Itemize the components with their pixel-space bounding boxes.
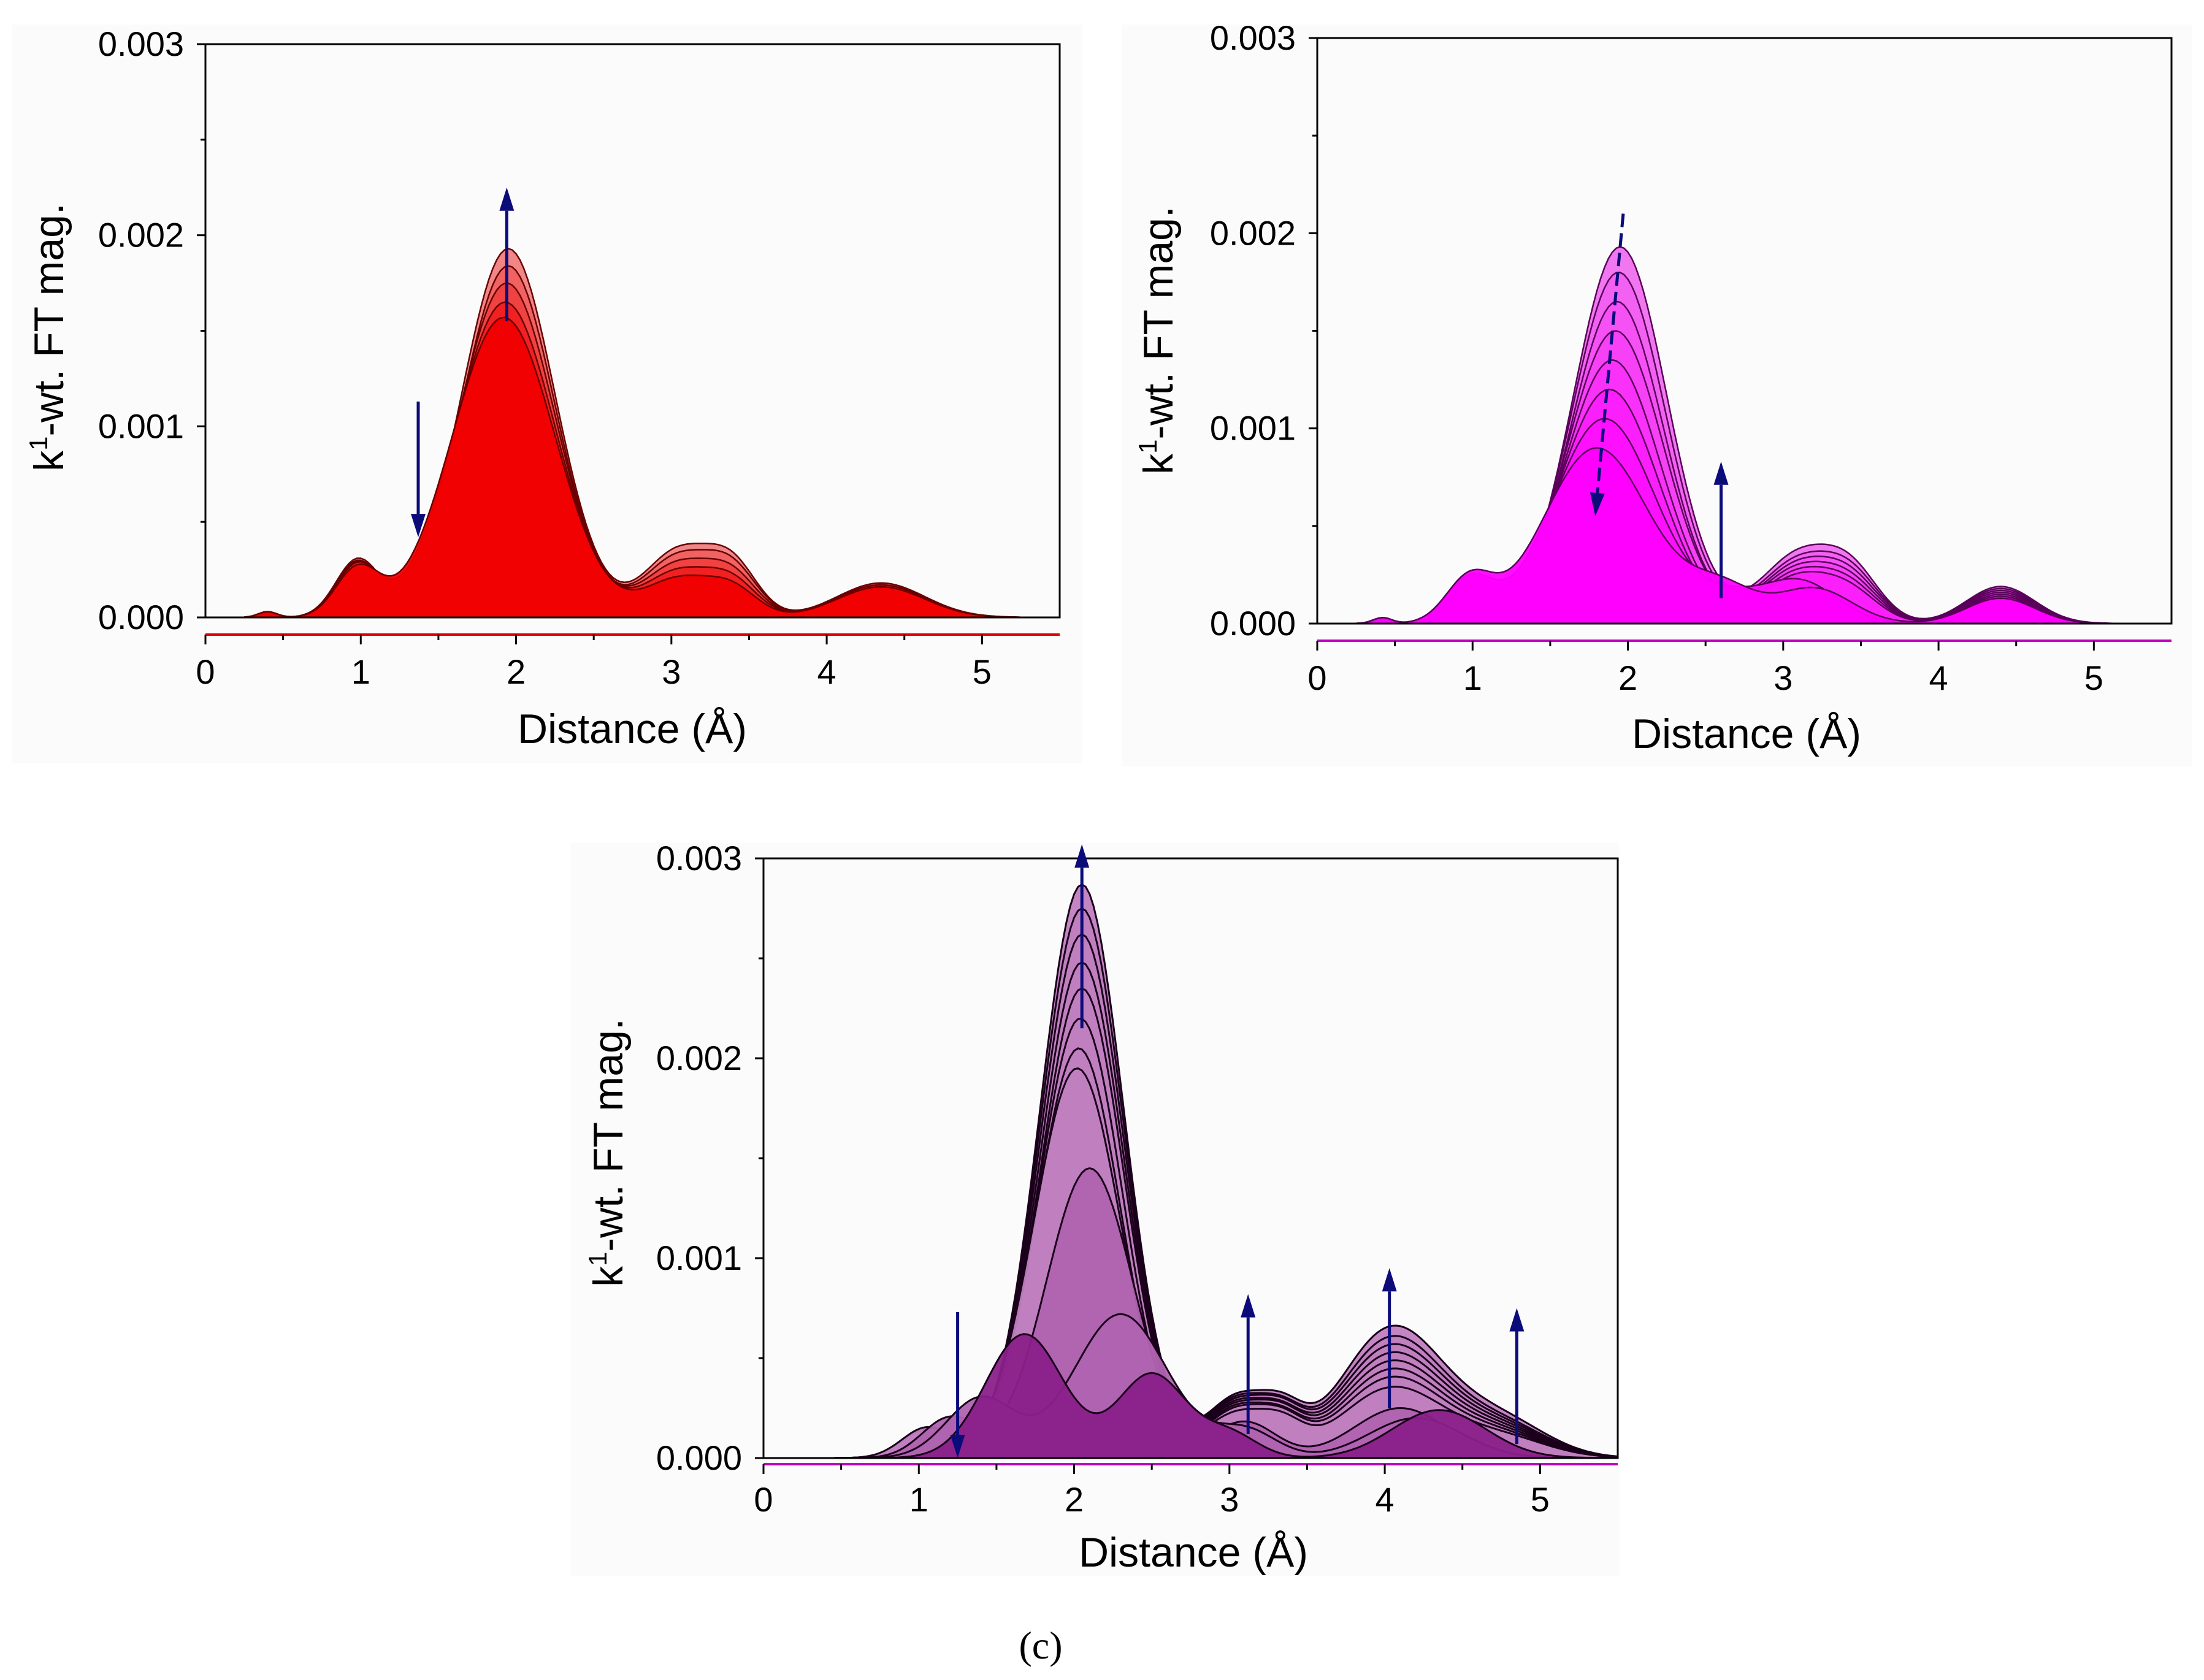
peak-3a-increase-arrow-head: [1241, 1294, 1256, 1318]
x-tick-label: 0: [754, 1480, 773, 1519]
y-axis-label-prefix-a: k: [26, 450, 72, 472]
x-tick-label: 3: [1774, 659, 1793, 697]
y-tick-label: 0.002: [1210, 213, 1296, 252]
peak-decrease-arrow-head: [1590, 492, 1605, 516]
plot-area-a: [205, 248, 1060, 617]
x-tick-label: 1: [909, 1480, 928, 1519]
series-line-curve-8: [1317, 447, 2171, 624]
x-tick-label: 5: [973, 652, 992, 691]
x-tick-label: 0: [1307, 659, 1326, 697]
x-tick-label: 1: [1463, 659, 1482, 697]
x-tick-label: 2: [1065, 1480, 1084, 1519]
series-line-curve-4: [205, 301, 1060, 617]
series-line-curve-11: [763, 1333, 1618, 1458]
y-tick-label: 0.003: [98, 25, 184, 63]
x-tick-label: 4: [1376, 1480, 1395, 1519]
main-peak-increase-arrow-head: [1074, 844, 1090, 868]
shoulder-decrease-arrow: [410, 401, 426, 538]
y-axis-label-rest-b: -wt. FT mag.: [1135, 206, 1182, 439]
shoulder-increase-arrow-head: [1713, 461, 1729, 485]
peak-decrease-arrow: [1590, 213, 1625, 516]
series-area-curve-8: [1317, 448, 2171, 624]
peak-4.8a-increase-arrow: [1509, 1308, 1525, 1445]
y-axis-label-sup-c: 1: [583, 1251, 612, 1266]
x-axis-label-c: Distance (Å): [1079, 1529, 1308, 1576]
plot-area-b: [1317, 246, 2171, 624]
y-tick-label: 0.002: [656, 1039, 742, 1077]
x-tick-label: 5: [1531, 1480, 1550, 1519]
y-tick-label: 0.002: [98, 216, 184, 254]
y-tick-label: 0.003: [656, 839, 742, 877]
peak-increase-arrow: [499, 187, 515, 321]
x-axis-label-b: Distance (Å): [1632, 711, 1861, 757]
y-tick-label: 0.001: [1210, 409, 1296, 448]
figure-caption: (c): [1019, 1624, 1062, 1667]
x-tick-label: 5: [2084, 659, 2103, 697]
y-tick-label: 0.003: [1210, 18, 1296, 57]
series-line-curve-5: [205, 316, 1060, 617]
y-axis-label-b: k1-wt. FT mag.: [1133, 206, 1182, 475]
y-axis-label-prefix-b: k: [1135, 453, 1182, 475]
x-tick-label: 2: [507, 652, 526, 691]
series-area-curve-5: [205, 317, 1060, 617]
x-tick-label: 3: [1220, 1480, 1239, 1519]
x-tick-label: 2: [1618, 659, 1637, 697]
peak-4.8a-increase-arrow-head: [1509, 1308, 1525, 1332]
y-axis-label-prefix-c: k: [585, 1266, 632, 1287]
peak-4a-increase-arrow: [1382, 1268, 1397, 1408]
shoulder-decrease-arrow: [950, 1312, 965, 1458]
y-axis-label-rest-c: -wt. FT mag.: [585, 1018, 632, 1251]
y-tick-label: 0.000: [1210, 604, 1296, 643]
axes-b: 0 1 2 3 4 5 0.000 0.001 0.002 0.003: [1210, 18, 2171, 697]
y-tick-label: 0.001: [98, 407, 184, 445]
axes-c: 0 1 2 3 4 5 0.000 0.001 0.002 0.003: [656, 839, 1618, 1519]
peak-decrease-arrow-shaft: [1596, 213, 1625, 494]
y-axis-label-rest-a: -wt. FT mag.: [26, 203, 72, 436]
x-tick-label: 1: [351, 652, 370, 691]
series-line-curve-2: [205, 265, 1060, 617]
series-area-curve-11: [763, 1334, 1618, 1458]
peak-3a-increase-arrow: [1241, 1294, 1256, 1434]
y-tick-label: 0.000: [98, 598, 184, 636]
y-axis-label-a: k1-wt. FT mag.: [24, 203, 72, 472]
x-axis-label-a: Distance (Å): [518, 706, 747, 752]
axes-a: 0 1 2 3 4 5 0.000 0.001 0.002 0.003: [98, 25, 1060, 691]
x-tick-label: 4: [817, 652, 836, 691]
peak-increase-arrow-head: [499, 187, 515, 211]
shoulder-decrease-arrow-head: [410, 514, 426, 538]
y-tick-label: 0.000: [656, 1438, 742, 1477]
y-axis-label-sup-b: 1: [1133, 439, 1162, 453]
main-peak-increase-arrow: [1074, 844, 1090, 1029]
peak-4a-increase-arrow-head: [1382, 1268, 1397, 1292]
y-axis-label-c: k1-wt. FT mag.: [583, 1018, 632, 1287]
x-tick-label: 4: [1929, 659, 1948, 697]
y-axis-label-sup-a: 1: [24, 436, 53, 450]
y-tick-label: 0.001: [656, 1239, 742, 1277]
x-tick-label: 3: [662, 652, 681, 691]
plot-area-c: [763, 883, 1618, 1458]
shoulder-decrease-arrow-head: [950, 1435, 965, 1458]
shoulder-increase-arrow: [1713, 461, 1729, 598]
x-tick-label: 0: [196, 652, 215, 691]
